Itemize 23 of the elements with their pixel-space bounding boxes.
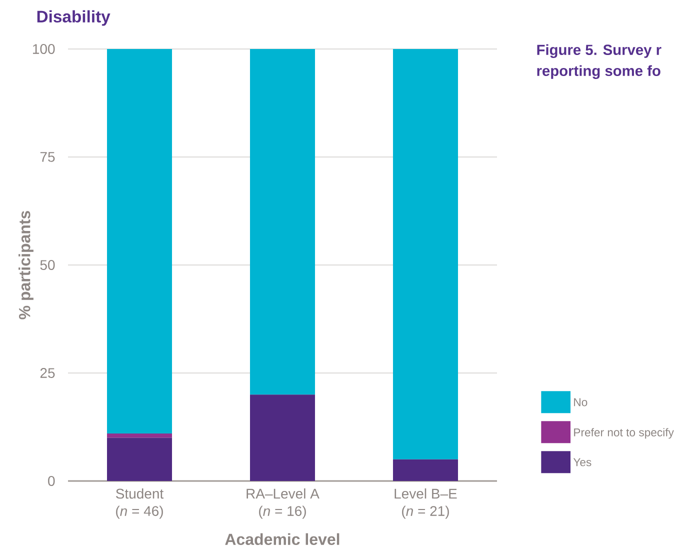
y-tick-label: 0 xyxy=(48,476,55,486)
y-tick-label: 25 xyxy=(40,368,55,378)
bar xyxy=(250,394,315,481)
chart-title: Disability xyxy=(37,10,110,26)
bar xyxy=(393,49,458,460)
legend-label: Yes xyxy=(573,458,592,466)
bar xyxy=(107,433,172,438)
y-tick-label: 50 xyxy=(40,260,55,270)
x-tick-label: Student (n = 46) xyxy=(116,488,164,519)
x-tick-label: RA–Level A (n = 16) xyxy=(246,488,320,519)
legend-label: No xyxy=(574,398,588,406)
legend-label: Prefer not to specify xyxy=(574,428,674,439)
caption: Figure 5. Survey r xyxy=(537,44,662,58)
bar xyxy=(107,438,172,481)
x-tick-label: Level B–E (n = 21) xyxy=(394,488,457,519)
text: reporting some fo xyxy=(537,65,660,80)
y-axis-title: % participants xyxy=(18,210,34,320)
bar xyxy=(250,49,315,395)
y-tick-label: 75 xyxy=(40,152,55,162)
bar xyxy=(393,459,458,481)
x-axis-title: Academic level xyxy=(225,533,340,545)
bar xyxy=(107,49,172,434)
y-tick-label: 100 xyxy=(33,44,55,54)
